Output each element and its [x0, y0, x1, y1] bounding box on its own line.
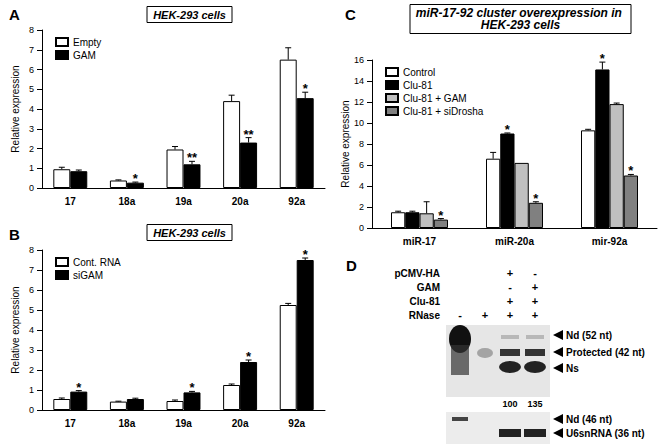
svg-text:Protected (42 nt): Protected (42 nt): [566, 347, 645, 358]
svg-text:RNase: RNase: [409, 310, 441, 321]
svg-text:100: 100: [502, 399, 517, 409]
svg-text:*: *: [600, 51, 606, 66]
svg-text:6: 6: [29, 285, 34, 295]
svg-text:*: *: [76, 380, 82, 395]
svg-text:**: **: [187, 150, 198, 165]
svg-text:20a: 20a: [232, 196, 249, 207]
svg-text:HEK-293 cells: HEK-293 cells: [481, 18, 561, 32]
svg-text:*: *: [628, 163, 634, 178]
svg-text:7: 7: [29, 45, 34, 55]
svg-text:Nd (52 nt): Nd (52 nt): [566, 330, 612, 341]
svg-text:Empty: Empty: [73, 37, 101, 48]
svg-text:GAM: GAM: [73, 50, 96, 61]
svg-text:4: 4: [29, 104, 34, 114]
svg-text:Clu-81: Clu-81: [403, 80, 433, 91]
svg-text:5: 5: [29, 305, 34, 315]
svg-text:HEK-293 cells: HEK-293 cells: [153, 227, 226, 239]
svg-text:Ns: Ns: [566, 363, 579, 374]
svg-text:0: 0: [29, 183, 34, 193]
svg-text:20a: 20a: [232, 418, 249, 429]
svg-text:19a: 19a: [175, 196, 192, 207]
svg-text:0: 0: [359, 223, 364, 233]
svg-text:miR-20a: miR-20a: [495, 236, 534, 247]
svg-text:1: 1: [29, 385, 34, 395]
svg-text:8: 8: [29, 245, 34, 255]
svg-text:+: +: [532, 309, 538, 321]
svg-text:4: 4: [359, 181, 364, 191]
svg-text:3: 3: [29, 345, 34, 355]
svg-text:4: 4: [29, 325, 34, 335]
svg-text:+: +: [507, 267, 513, 279]
svg-text:Relative expression: Relative expression: [10, 286, 21, 373]
svg-text:D: D: [346, 257, 357, 274]
svg-text:+: +: [507, 295, 513, 307]
svg-text:Cont. RNA: Cont. RNA: [73, 257, 121, 268]
svg-text:Clu-81: Clu-81: [409, 296, 440, 307]
svg-text:*: *: [533, 191, 539, 206]
svg-text:1: 1: [29, 163, 34, 173]
svg-text:*: *: [438, 208, 444, 223]
svg-text:Nd (46 nt): Nd (46 nt): [566, 414, 612, 425]
svg-text:135: 135: [527, 399, 542, 409]
svg-text:C: C: [345, 6, 356, 23]
svg-text:siGAM: siGAM: [73, 270, 103, 281]
svg-text:2: 2: [29, 144, 34, 154]
svg-text:Control: Control: [403, 67, 435, 78]
svg-text:10: 10: [354, 118, 364, 128]
svg-text:92a: 92a: [288, 196, 305, 207]
svg-text:miR-17-92 cluster overexpressi: miR-17-92 cluster overexpression in: [415, 6, 626, 20]
svg-text:*: *: [303, 81, 309, 96]
svg-text:U6snRNA (36 nt): U6snRNA (36 nt): [566, 428, 645, 439]
svg-text:92a: 92a: [288, 418, 305, 429]
svg-text:-: -: [458, 309, 462, 321]
svg-text:Relative expression: Relative expression: [340, 100, 351, 187]
svg-text:19a: 19a: [175, 418, 192, 429]
svg-text:+: +: [532, 281, 538, 293]
svg-text:-: -: [508, 281, 512, 293]
svg-text:8: 8: [359, 139, 364, 149]
svg-text:12: 12: [354, 97, 364, 107]
svg-text:mir-92a: mir-92a: [592, 236, 628, 247]
svg-text:17: 17: [65, 418, 77, 429]
svg-text:14: 14: [354, 76, 364, 86]
svg-text:5: 5: [29, 84, 34, 94]
svg-text:*: *: [505, 122, 511, 137]
svg-text:2: 2: [359, 202, 364, 212]
svg-text:18a: 18a: [119, 196, 136, 207]
svg-text:+: +: [532, 295, 538, 307]
svg-text:+: +: [507, 309, 513, 321]
svg-text:A: A: [9, 6, 20, 23]
svg-text:6: 6: [359, 160, 364, 170]
svg-text:7: 7: [29, 265, 34, 275]
svg-text:0: 0: [29, 405, 34, 415]
svg-text:2: 2: [29, 365, 34, 375]
svg-text:**: **: [244, 127, 255, 142]
svg-text:3: 3: [29, 124, 34, 134]
svg-text:Clu-81 + siDrosha: Clu-81 + siDrosha: [403, 106, 484, 117]
svg-text:6: 6: [29, 65, 34, 75]
svg-text:16: 16: [354, 55, 364, 65]
svg-text:Clu-81 + GAM: Clu-81 + GAM: [403, 93, 467, 104]
svg-text:+: +: [482, 309, 488, 321]
svg-text:HEK-293 cells: HEK-293 cells: [153, 9, 226, 21]
svg-text:GAM: GAM: [417, 282, 440, 293]
svg-text:18a: 18a: [119, 418, 136, 429]
svg-text:*: *: [246, 349, 252, 364]
svg-text:*: *: [133, 171, 139, 186]
svg-text:-: -: [533, 267, 537, 279]
svg-text:B: B: [9, 226, 20, 243]
svg-text:17: 17: [65, 196, 77, 207]
svg-text:Relative expression: Relative expression: [10, 65, 21, 152]
svg-text:8: 8: [29, 25, 34, 35]
svg-text:pCMV-HA: pCMV-HA: [394, 268, 440, 279]
svg-text:*: *: [303, 247, 309, 262]
svg-text:*: *: [189, 380, 195, 395]
svg-text:miR-17: miR-17: [403, 236, 437, 247]
